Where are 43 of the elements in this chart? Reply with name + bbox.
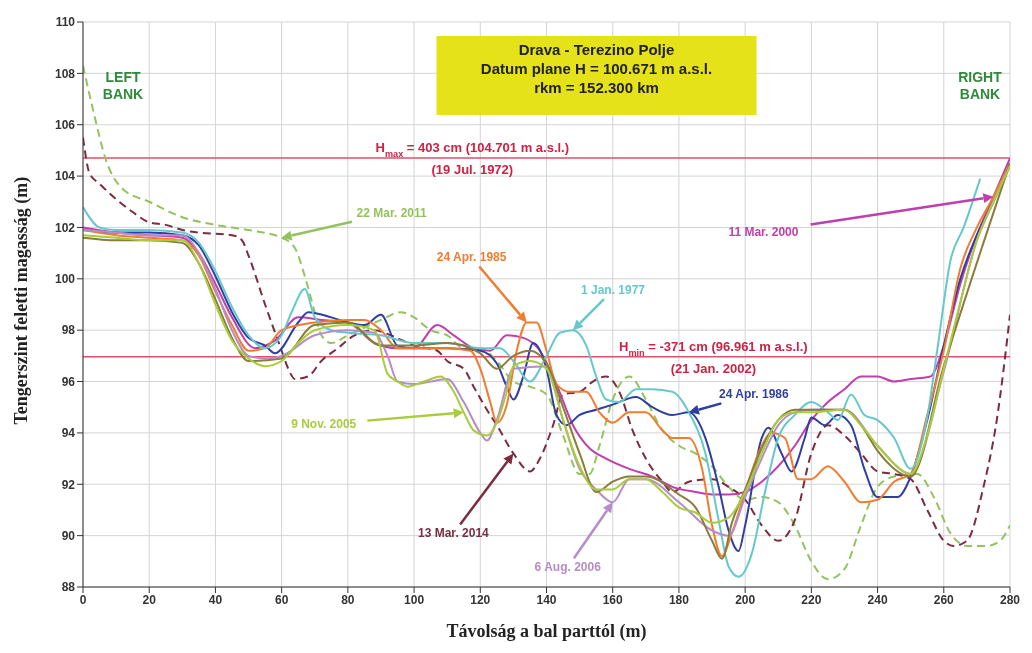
x-tick-label: 220 [801, 592, 822, 607]
x-axis-title: Távolság a bal parttól (m) [446, 621, 647, 642]
y-tick-label: 90 [61, 528, 76, 543]
text: Datum plane H = 100.671 m a.s.l. rkm = 152.300 km [480, 60, 713, 96]
x-tick-label: 40 [208, 592, 223, 607]
y-tick-label: 96 [61, 374, 76, 389]
annotation: RIGHT BANK [958, 69, 1003, 102]
y-tick-label: 102 [54, 220, 76, 235]
text: 24 Apr. 1986 [719, 387, 789, 402]
x-tick-label: 240 [867, 592, 888, 607]
x-tick-label: 60 [274, 592, 289, 607]
y-tick-label: 110 [55, 15, 76, 30]
y-tick-label: 94 [61, 426, 76, 441]
text: 11 Mar. 2000 [728, 224, 799, 239]
y-tick-label: 108 [54, 66, 76, 81]
x-tick-label: 20 [142, 592, 157, 607]
x-tick-label: 200 [735, 592, 756, 607]
x-tick-label: 80 [341, 592, 355, 607]
y-tick-label: 92 [61, 477, 76, 492]
x-tick-label: 120 [470, 592, 491, 607]
text: 9 Nov. 2005 [291, 417, 357, 432]
x-tick-label: 100 [404, 592, 425, 607]
ref-line-label: H$_{max}$ = 403 cm (104.701 m a.s.l.) (19 Jul. 1972) [375, 140, 570, 178]
text: 13 Mar. 2014 [418, 526, 490, 541]
y-tick-label: 104 [54, 169, 76, 184]
ref-line-label: H$_{min}$ = -371 cm (96.961 m a.s.l.) (21 Jan. 2002) [619, 338, 808, 376]
y-tick-label: 98 [61, 323, 76, 338]
text: 1 Jan. 1977 [580, 283, 646, 298]
text: 6 Aug. 2006 [534, 560, 602, 575]
x-tick-label: 140 [536, 592, 557, 607]
y-tick-label: 100 [54, 272, 76, 287]
annotation: LEFT BANK [102, 69, 144, 102]
y-axis-title: Tengerszint feletti magasság (m) [11, 176, 33, 425]
text: 22 Mar. 2011 [356, 205, 427, 220]
x-tick-label: 180 [668, 592, 690, 607]
x-tick-label: 260 [933, 592, 955, 607]
y-tick-label: 106 [54, 117, 76, 132]
x-tick-label: 280 [999, 592, 1021, 607]
y-tick-label: 88 [61, 580, 76, 595]
x-tick-label: 160 [602, 592, 624, 607]
text: 24 Apr. 1985 [436, 250, 507, 265]
text: Drava - Terezino Polje [518, 41, 675, 58]
x-tick-label: 0 [79, 592, 87, 607]
